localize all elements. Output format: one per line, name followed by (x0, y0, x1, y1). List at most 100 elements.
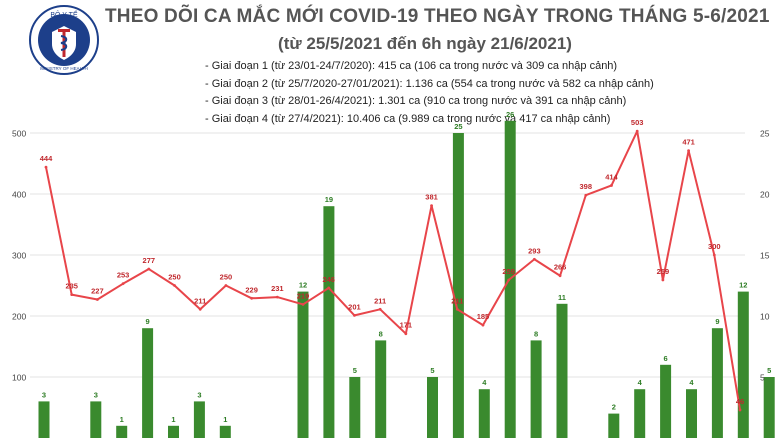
bar-label: 9 (146, 317, 150, 326)
line-label: 266 (554, 263, 567, 272)
bar-label: 12 (299, 281, 307, 290)
bar (478, 389, 490, 438)
bar-label: 9 (715, 317, 719, 326)
bar-label: 4 (482, 378, 487, 387)
y-tick-label: 200 (12, 312, 26, 322)
line-point (250, 296, 254, 300)
line-point (70, 293, 74, 297)
bar (142, 328, 154, 438)
y2-tick-label: 5 (760, 373, 765, 383)
line-point (661, 278, 665, 282)
line-label: 471 (682, 138, 695, 147)
line-label: 231 (271, 284, 284, 293)
line-point (687, 149, 690, 153)
page-subtitle: (từ 25/5/2021 đến 6h ngày 21/6/2021) (278, 34, 572, 53)
bar-label: 3 (197, 390, 201, 399)
line-label: 398 (580, 182, 593, 191)
line-label: 277 (143, 256, 156, 265)
line-label: 381 (425, 193, 438, 202)
line-label: 46 (736, 397, 744, 406)
bar (427, 377, 438, 438)
bar (737, 291, 749, 438)
line-point (327, 286, 331, 290)
y2-tick-label: 20 (760, 190, 770, 200)
line-point (532, 257, 536, 261)
line-label: 259 (502, 267, 515, 276)
bar (116, 425, 128, 438)
bar-label: 2 (612, 403, 616, 412)
line-label: 201 (348, 302, 361, 311)
bar-label: 4 (689, 378, 694, 387)
line-label: 211 (451, 296, 463, 305)
y2-tick-label: 10 (760, 312, 770, 322)
line-label: 219 (297, 291, 310, 300)
line-label: 235 (65, 282, 78, 291)
ministry-of-health-logo (29, 5, 99, 75)
bar-label: 8 (379, 329, 383, 338)
phase-note-3: - Giai đoạn 3 (từ 28/01-26/4/2021): 1.30… (205, 95, 627, 108)
bar (556, 303, 568, 438)
line-label: 300 (708, 242, 721, 251)
bar-label: 26 (506, 110, 514, 119)
bar (90, 401, 102, 438)
line-point (173, 284, 176, 287)
phase-notes: - Giai đoạn 1 (từ 23/01-24/7/2020): 415 … (205, 58, 654, 128)
line-point (430, 204, 433, 207)
bar (711, 328, 723, 438)
line-series (45, 130, 741, 411)
line-point (301, 303, 305, 306)
line-point (275, 295, 279, 299)
bar (686, 389, 697, 438)
y-tick-label: 400 (12, 190, 26, 200)
line-label: 293 (528, 246, 541, 255)
line-point (378, 307, 382, 311)
line-label: 211 (194, 296, 206, 305)
line-label: 253 (117, 271, 130, 280)
line-point (455, 307, 459, 311)
line-label: 171 (400, 321, 413, 330)
bar-label: 19 (325, 195, 333, 204)
y-tick-label: 300 (12, 251, 26, 261)
bar-label: 4 (638, 378, 643, 387)
line-label: 227 (91, 287, 104, 296)
bar (193, 401, 205, 438)
phase-note-2: - Giai đoạn 2 (từ 25/7/2020-27/01/2021):… (205, 77, 654, 90)
line-point (96, 298, 99, 301)
bar-label: 3 (42, 390, 46, 399)
bar (608, 413, 620, 438)
bar-label: 3 (94, 390, 98, 399)
y-tick-label: 500 (12, 129, 26, 139)
bar-label: 1 (223, 415, 227, 424)
page-title: THEO DÕI CA MẮC MỚI COVID-19 THEO NGÀY T… (105, 6, 770, 27)
bar (38, 401, 50, 438)
logo-text-top: BỘ Y TẾ (50, 12, 78, 19)
line-point (353, 313, 356, 317)
grid-layer (30, 132, 745, 378)
bar (530, 340, 542, 438)
bar-label: 5 (430, 366, 434, 375)
line-point (481, 323, 485, 327)
line-label: 229 (245, 285, 258, 294)
line-point (404, 332, 408, 336)
line-label: 250 (168, 273, 181, 282)
line-label: 250 (220, 273, 233, 282)
line-label: 414 (605, 172, 618, 181)
line-point (198, 307, 202, 311)
phase-note-1: - Giai đoạn 1 (từ 23/01-24/7/2020): 415 … (205, 60, 618, 72)
line-label: 503 (631, 118, 644, 127)
bar (297, 291, 309, 438)
line-point (584, 193, 588, 197)
line-label: 185 (477, 312, 490, 321)
line-point (121, 282, 125, 286)
bar-label: 25 (454, 122, 462, 131)
y2-tick-label: 25 (760, 129, 770, 139)
line-label: 444 (40, 154, 53, 163)
logo-text-bottom: MINISTRY OF HEALTH (40, 66, 88, 71)
line-point (738, 408, 742, 412)
line-point (558, 274, 562, 278)
line-point (610, 184, 613, 187)
bar-label: 5 (353, 366, 357, 375)
line-point (224, 284, 228, 287)
